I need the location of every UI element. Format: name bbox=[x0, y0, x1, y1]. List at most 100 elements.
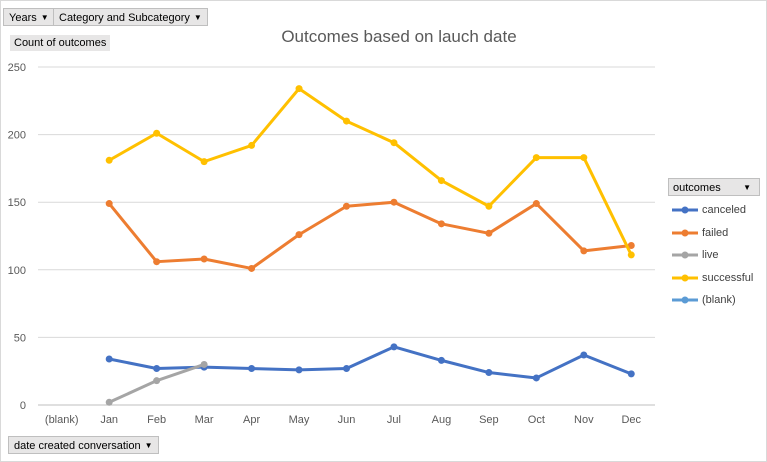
data-point bbox=[295, 85, 303, 93]
data-point bbox=[105, 156, 113, 164]
x-tick-label: Mar bbox=[195, 414, 214, 426]
x-tick-label: May bbox=[289, 414, 310, 426]
x-tick-label: Oct bbox=[528, 414, 545, 426]
category-filter-button[interactable]: Category and Subcategory ▼ bbox=[53, 8, 208, 26]
legend-swatch bbox=[672, 274, 698, 281]
legend-items: canceled failed live successful (blank) bbox=[668, 196, 760, 315]
legend-label: failed bbox=[702, 226, 729, 239]
data-point bbox=[532, 374, 540, 382]
series-live bbox=[105, 360, 208, 406]
dropdown-arrow-icon: ▼ bbox=[40, 13, 49, 23]
data-point bbox=[437, 356, 445, 364]
legend-swatch bbox=[672, 206, 698, 214]
series-successful bbox=[105, 85, 635, 259]
x-tick-label: Apr bbox=[243, 414, 260, 426]
data-point bbox=[580, 351, 588, 359]
data-point bbox=[390, 139, 398, 147]
data-point bbox=[532, 200, 540, 208]
series-line bbox=[107, 345, 633, 380]
data-point bbox=[200, 158, 208, 166]
data-point bbox=[627, 370, 635, 378]
data-point bbox=[248, 141, 256, 149]
series-lines bbox=[105, 85, 635, 406]
legend-item: canceled bbox=[668, 202, 760, 225]
dropdown-arrow-icon: ▼ bbox=[743, 183, 751, 192]
series-canceled bbox=[105, 343, 635, 382]
category-filter-label: Category and Subcategory bbox=[59, 12, 190, 24]
data-point bbox=[105, 355, 113, 363]
y-tick-label: 50 bbox=[14, 332, 26, 344]
series-line bbox=[107, 87, 633, 257]
y-tick-label: 0 bbox=[20, 400, 26, 412]
data-point bbox=[485, 369, 493, 377]
legend-item: failed bbox=[668, 225, 760, 248]
data-point bbox=[248, 364, 256, 372]
legend-swatch bbox=[672, 296, 698, 304]
data-point bbox=[153, 377, 161, 385]
legend-swatch bbox=[672, 251, 698, 259]
data-point bbox=[485, 202, 493, 210]
series-failed bbox=[105, 198, 635, 272]
data-point bbox=[343, 202, 350, 210]
data-point bbox=[343, 117, 350, 125]
y-tick-label: 250 bbox=[8, 62, 26, 74]
data-point bbox=[248, 264, 256, 272]
legend-label: (blank) bbox=[702, 294, 736, 306]
y-axis: 0 50 100 150 200 250 bbox=[8, 62, 26, 412]
legend-item: (blank) bbox=[668, 292, 760, 315]
y-tick-label: 200 bbox=[8, 130, 26, 142]
x-tick-label: Dec bbox=[621, 414, 641, 426]
data-point bbox=[532, 154, 540, 162]
chart-title: Outcomes based on lauch date bbox=[281, 27, 516, 46]
legend-label: live bbox=[702, 249, 719, 261]
gridlines bbox=[38, 66, 655, 406]
legend-field-button[interactable]: outcomes ▼ bbox=[668, 178, 760, 196]
x-tick-label: (blank) bbox=[45, 414, 79, 426]
data-point bbox=[485, 229, 493, 237]
data-point bbox=[627, 251, 635, 259]
y-tick-label: 100 bbox=[8, 265, 26, 277]
data-point bbox=[295, 231, 303, 239]
legend-field-label: outcomes bbox=[673, 182, 721, 194]
legend-item: live bbox=[668, 247, 760, 270]
x-tick-label: Nov bbox=[574, 414, 594, 426]
x-tick-label: Aug bbox=[432, 414, 452, 426]
years-filter-button[interactable]: Years ▼ bbox=[3, 8, 55, 26]
data-point bbox=[153, 129, 161, 137]
data-point bbox=[627, 241, 635, 249]
data-point bbox=[105, 200, 113, 208]
dropdown-arrow-icon: ▼ bbox=[144, 441, 153, 451]
x-tick-label: Sep bbox=[479, 414, 499, 426]
dropdown-arrow-icon: ▼ bbox=[193, 13, 202, 23]
series-line bbox=[107, 200, 633, 270]
data-point bbox=[437, 220, 445, 228]
years-filter-label: Years bbox=[9, 12, 37, 24]
value-field-label[interactable]: Count of outcomes bbox=[10, 35, 111, 51]
data-point bbox=[295, 366, 303, 374]
x-tick-label: Jul bbox=[387, 414, 401, 426]
axis-field-label: date created conversation bbox=[14, 440, 141, 452]
data-point bbox=[343, 364, 350, 372]
data-point bbox=[580, 154, 588, 162]
data-point bbox=[580, 247, 588, 255]
x-tick-label: Jan bbox=[100, 414, 118, 426]
data-point bbox=[437, 177, 445, 185]
x-tick-label: Jun bbox=[338, 414, 356, 426]
data-point bbox=[200, 255, 208, 263]
legend-label: successful bbox=[702, 271, 754, 284]
y-tick-label: 150 bbox=[8, 197, 26, 209]
legend: outcomes ▼ canceled failed live successful (b… bbox=[668, 178, 760, 315]
legend-label: canceled bbox=[702, 204, 747, 216]
data-point bbox=[153, 364, 161, 372]
x-tick-label: Feb bbox=[147, 414, 166, 426]
data-point bbox=[390, 198, 398, 206]
legend-item: successful bbox=[668, 270, 760, 293]
data-point bbox=[390, 343, 398, 351]
data-point bbox=[200, 360, 208, 368]
data-point bbox=[153, 258, 161, 266]
axis-field-button[interactable]: date created conversation ▼ bbox=[8, 436, 159, 454]
data-point bbox=[105, 398, 113, 406]
x-axis: (blank) Jan Feb Mar Apr May Jun Jul Aug Sep Oct Nov… bbox=[45, 414, 642, 426]
